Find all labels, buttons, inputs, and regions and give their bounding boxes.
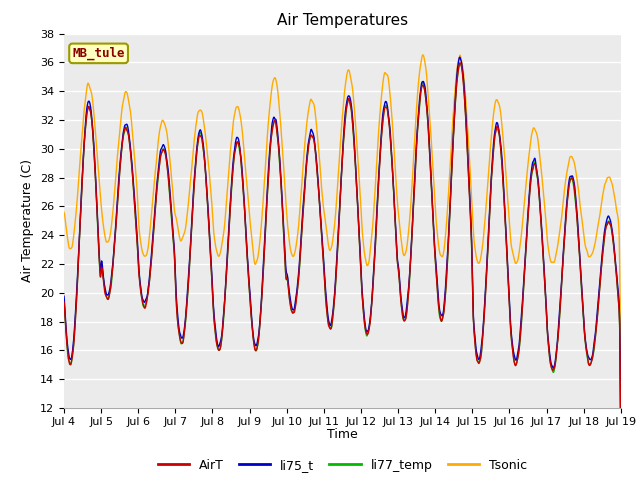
Y-axis label: Air Temperature (C): Air Temperature (C) [22, 159, 35, 282]
Text: MB_tule: MB_tule [72, 47, 125, 60]
Legend: AirT, li75_t, li77_temp, Tsonic: AirT, li75_t, li77_temp, Tsonic [153, 454, 532, 477]
X-axis label: Time: Time [327, 429, 358, 442]
Title: Air Temperatures: Air Temperatures [277, 13, 408, 28]
